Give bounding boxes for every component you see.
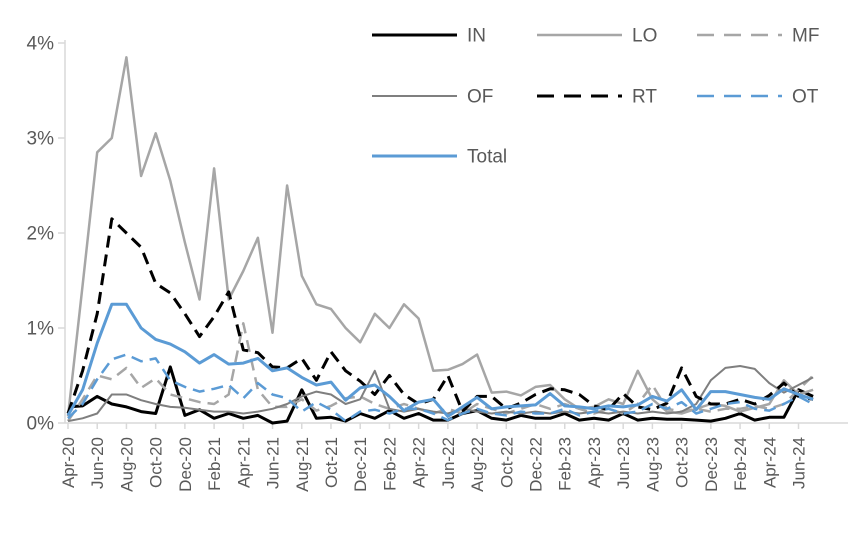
series-line-in	[67, 365, 814, 425]
legend-label-ot: OT	[792, 87, 819, 108]
legend-item-lo: LO	[537, 26, 657, 47]
x-tick-label: Apr-22	[410, 437, 429, 488]
legend-label-lo: LO	[632, 26, 657, 47]
x-tick-label: Feb-23	[556, 437, 575, 491]
x-tick-label: Apr-23	[585, 437, 604, 488]
x-tick-label: Dec-21	[351, 437, 370, 492]
series-line-total	[66, 302, 814, 418]
x-tick-label: Oct-20	[147, 437, 166, 488]
x-tick-label: Apr-21	[234, 437, 253, 488]
legend-label-mf: MF	[792, 26, 819, 47]
y-axis: 0% 1% 2% 3% 4%	[27, 34, 66, 435]
x-tick-label: Jun-20	[88, 437, 107, 489]
y-tick-label: 1%	[27, 319, 55, 340]
x-tick-label: Oct-21	[322, 437, 341, 488]
x-tick-label: Feb-22	[380, 437, 399, 491]
y-tick-label: 4%	[27, 34, 55, 55]
plot-lines	[66, 56, 814, 425]
legend-item-mf: MF	[697, 26, 819, 47]
legend-item-in: IN	[372, 26, 486, 47]
legend-label-total: Total	[467, 147, 507, 168]
x-tick-label: Oct-22	[497, 437, 516, 488]
x-tick-label: Apr-24	[760, 437, 779, 488]
x-tick-label: Oct-23	[673, 437, 692, 488]
x-tick-label: Aug-22	[468, 437, 487, 492]
series-line-of	[67, 365, 814, 423]
legend-label-of: OF	[467, 87, 493, 108]
x-tick-label: Dec-20	[176, 437, 195, 492]
legend-label-rt: RT	[632, 87, 657, 108]
x-tick-label: Jun-22	[439, 437, 458, 489]
legend: IN LO MF OF RT OT Total	[372, 26, 819, 168]
y-tick-label: 3%	[27, 129, 55, 150]
series-line-lo	[66, 56, 814, 417]
legend-item-of: OF	[372, 87, 493, 108]
x-axis: Apr-20 Jun-20 Aug-20 Oct-20 Dec-20 Feb-21 Apr-…	[59, 422, 848, 492]
legend-item-rt: RT	[537, 87, 657, 108]
x-tick-label: Jun-21	[264, 437, 283, 489]
x-tick-label: Jun-23	[614, 437, 633, 489]
x-tick-label: Feb-24	[731, 437, 750, 491]
x-tick-label: Apr-20	[59, 437, 78, 488]
x-tick-label: Aug-21	[293, 437, 312, 492]
x-tick-label: Aug-20	[117, 437, 136, 492]
y-tick-label: 2%	[27, 224, 55, 245]
legend-item-ot: OT	[697, 87, 819, 108]
series-line-mf	[66, 322, 814, 422]
x-tick-label: Aug-23	[643, 437, 662, 492]
series-line-rt	[66, 217, 814, 414]
legend-item-total: Total	[372, 147, 507, 168]
legend-label-in: IN	[467, 26, 486, 47]
x-tick-label: Dec-22	[527, 437, 546, 492]
x-tick-label: Dec-23	[702, 437, 721, 492]
x-tick-label: Feb-21	[205, 437, 224, 491]
y-tick-label: 0%	[27, 414, 55, 435]
x-tick-label: Jun-24	[790, 437, 809, 489]
